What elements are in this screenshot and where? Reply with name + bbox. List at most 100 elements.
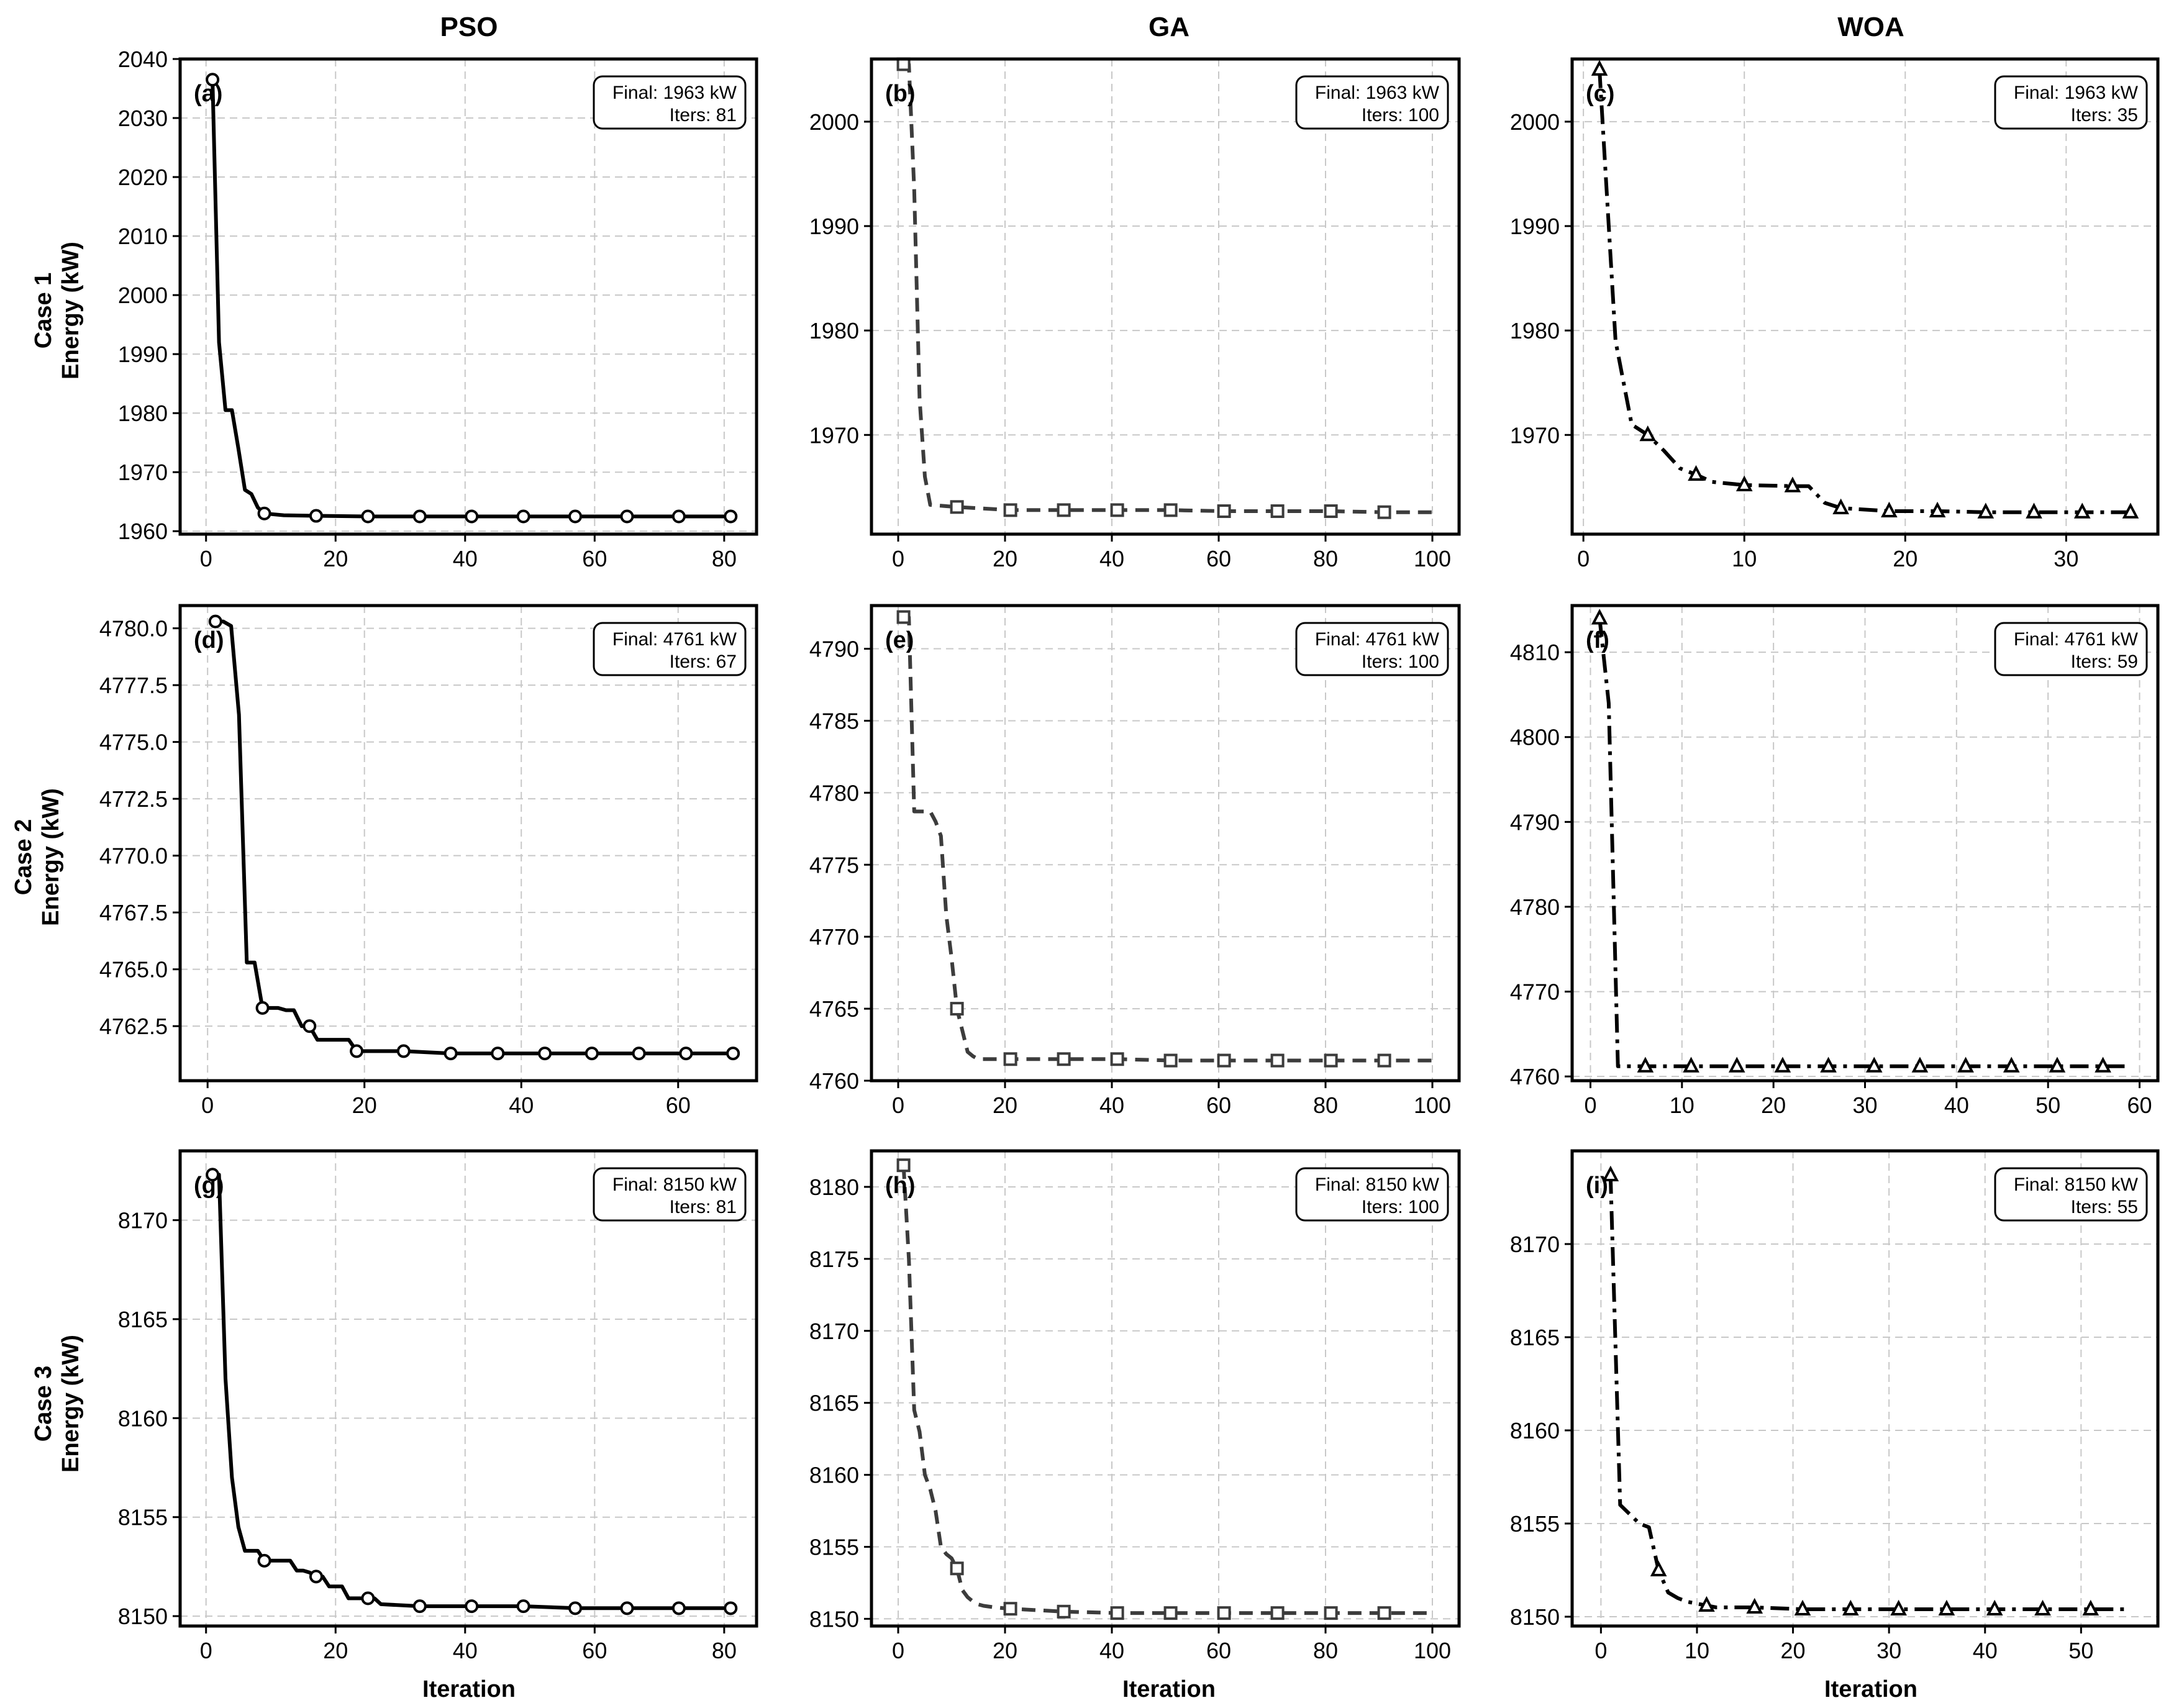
y-tick-label: 1970 <box>809 422 859 448</box>
y-tick-label: 1960 <box>118 519 168 544</box>
info-box <box>593 622 747 676</box>
data-point-marker <box>1377 1053 1391 1068</box>
series-line <box>901 1165 1432 1615</box>
data-point-marker <box>896 610 911 624</box>
data-point-marker <box>724 1601 738 1615</box>
data-point-marker <box>412 509 427 524</box>
y-tick-label: 1980 <box>1510 318 1560 343</box>
data-point-marker <box>1270 1606 1285 1620</box>
data-point-marker <box>679 1047 693 1061</box>
info-box <box>1295 75 1449 130</box>
chart-panel: 0 20 40 60 80 100 1970 1980 1990 2000 (b) Final: 19… <box>809 57 1461 571</box>
series-line <box>1608 1174 2129 1611</box>
data-point-marker <box>1881 501 1898 518</box>
y-tick-label: 4770 <box>809 924 859 950</box>
info-iterations: Iters: 59 <box>2071 652 2138 672</box>
y-tick-label: 8180 <box>809 1174 859 1200</box>
y-tick-label: 8155 <box>809 1535 859 1560</box>
x-tick-label: 100 <box>1414 1092 1451 1118</box>
row-label-case-3: Case 3 <box>30 1366 57 1442</box>
plot-frame <box>178 604 758 1083</box>
y-tick-label: 8160 <box>1510 1418 1560 1443</box>
y-tick-label: 4775.0 <box>99 730 168 755</box>
y-tick-label: 8165 <box>809 1391 859 1416</box>
y-tick-label: 4765.0 <box>99 957 168 983</box>
info-iterations: Iters: 55 <box>2071 1197 2138 1217</box>
y-tick-label: 4767.5 <box>99 900 168 925</box>
chart-panel: 0 20 40 60 80 100 4760 4765 4770 4775 4780 4785 4790… <box>809 604 1461 1118</box>
y-tick-label: 4760 <box>1510 1064 1560 1089</box>
data-point-marker <box>1746 1597 1763 1614</box>
data-point-marker <box>1270 504 1285 519</box>
y-tick-label: 2040 <box>118 47 168 72</box>
data-point-marker <box>568 1601 583 1615</box>
data-point-marker <box>1163 1053 1178 1068</box>
panel-label: (b) <box>885 81 916 107</box>
column-title-woa: WOA <box>1837 12 1904 42</box>
data-point-marker <box>208 614 222 629</box>
info-final-value: Final: 8150 kW <box>612 1174 737 1195</box>
data-point-marker <box>1163 503 1178 517</box>
data-point-marker <box>632 1047 646 1061</box>
data-point-marker <box>2082 1599 2099 1615</box>
y-tick-label: 8150 <box>809 1606 859 1632</box>
y-tick-label: 8170 <box>809 1319 859 1344</box>
data-point-marker <box>350 1044 364 1058</box>
y-tick-label: 8165 <box>1510 1325 1560 1350</box>
y-tick-label: 1990 <box>809 214 859 239</box>
y-tick-label: 4800 <box>1510 725 1560 750</box>
data-point-marker <box>1650 1560 1667 1576</box>
x-tick-label: 20 <box>993 1638 1017 1663</box>
y-tick-label: 8165 <box>118 1307 168 1332</box>
data-point-marker <box>1324 504 1338 519</box>
y-tick-label: 1980 <box>118 401 168 426</box>
x-tick-label: 0 <box>200 1638 212 1663</box>
data-point-marker <box>1774 1056 1791 1073</box>
x-axis-label-pso: Iteration <box>422 1676 516 1702</box>
row-ylabel-case-2: Energy (kW) <box>38 788 64 926</box>
data-point-marker <box>1890 1599 1907 1615</box>
data-point-marker <box>1842 1599 1859 1615</box>
x-tick-label: 10 <box>1685 1638 1709 1663</box>
data-point-marker <box>1602 1165 1619 1181</box>
info-iterations: Iters: 100 <box>1362 105 1439 125</box>
chart-panel: 0 20 40 60 80 100 8150 8155 8160 8165 8170 8175 8180… <box>809 1149 1461 1663</box>
info-box <box>1295 1167 1449 1222</box>
y-tick-label: 8170 <box>1510 1232 1560 1257</box>
chart-panel: 0 10 20 30 40 50 8150 8155 8160 8165 8170 (i) Final:… <box>1510 1149 2160 1663</box>
y-tick-label: 4777.5 <box>99 673 168 698</box>
y-tick-label: 2010 <box>118 224 168 249</box>
data-point-marker <box>1683 1056 1699 1073</box>
data-point-marker <box>412 1599 427 1614</box>
data-point-marker <box>1986 1599 2003 1615</box>
plot-frame <box>1570 1149 2160 1628</box>
row-ylabel-case-3: Energy (kW) <box>58 1335 84 1473</box>
data-point-marker <box>206 1168 220 1182</box>
x-tick-label: 20 <box>1893 546 1917 571</box>
panel-label: (h) <box>885 1173 916 1199</box>
info-final-value: Final: 1963 kW <box>1315 83 1440 103</box>
data-point-marker <box>444 1047 458 1061</box>
data-point-marker <box>1217 1053 1231 1068</box>
x-tick-label: 0 <box>200 546 212 571</box>
info-iterations: Iters: 81 <box>670 105 737 125</box>
y-tick-label: 4785 <box>809 708 859 734</box>
x-tick-label: 0 <box>1584 1092 1596 1118</box>
y-tick-label: 4780 <box>1510 894 1560 920</box>
data-point-marker <box>303 1019 317 1033</box>
data-point-marker <box>1110 1606 1124 1620</box>
data-point-marker <box>1163 1606 1178 1620</box>
x-tick-label: 80 <box>712 546 737 571</box>
data-point-marker <box>896 1158 911 1173</box>
x-tick-label: 80 <box>1313 546 1338 571</box>
y-tick-label: 8155 <box>118 1505 168 1530</box>
y-tick-label: 8175 <box>809 1247 859 1272</box>
data-point-marker <box>585 1047 599 1061</box>
chart-panel: 0 20 40 60 80 8150 8155 8160 8165 8170 (g) Final: 8… <box>118 1149 758 1663</box>
info-box <box>1994 1167 2148 1222</box>
data-point-marker <box>1938 1599 1955 1615</box>
info-iterations: Iters: 35 <box>2071 105 2138 125</box>
x-tick-label: 20 <box>323 546 348 571</box>
row-label-case-1: Case 1 <box>30 273 57 349</box>
x-tick-label: 50 <box>2068 1638 2093 1663</box>
